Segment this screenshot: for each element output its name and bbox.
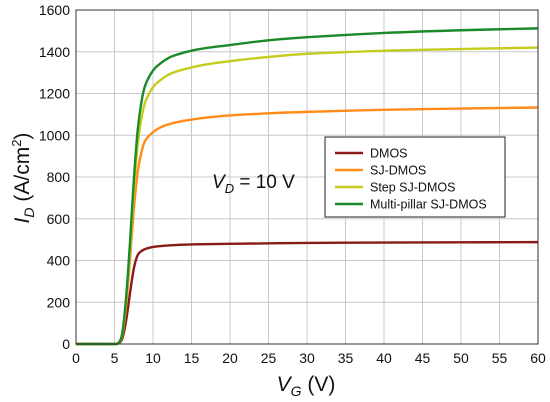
legend-label-2: Step SJ-DMOS <box>370 181 455 195</box>
legend-label-3: Multi-pillar SJ-DMOS <box>370 198 487 212</box>
y-tick-label: 0 <box>62 336 70 352</box>
y-tick-label: 200 <box>47 294 71 310</box>
y-tick-label: 1200 <box>39 86 70 102</box>
legend-label-1: SJ-DMOS <box>370 164 426 178</box>
legend: DMOS SJ-DMOS Step SJ-DMOS Multi-pillar SJ-D… <box>324 136 506 218</box>
y-tick-label: 600 <box>47 211 71 227</box>
x-tick-label: 0 <box>72 350 80 366</box>
x-axis-title: VG (V) <box>277 373 336 399</box>
x-tick-label: 20 <box>222 350 238 366</box>
x-tick-label: 55 <box>492 350 508 366</box>
x-tick-label: 15 <box>184 350 200 366</box>
y-tick-label: 1400 <box>39 44 70 60</box>
x-tick-label: 35 <box>338 350 354 366</box>
y-axis-title: ID (A/cm2) <box>9 133 37 224</box>
y-tick-label: 1600 <box>39 2 70 18</box>
plot-frame <box>75 9 539 345</box>
series-line-3 <box>75 27 539 346</box>
x-tick-label: 40 <box>376 350 392 366</box>
y-tick-label: 800 <box>47 169 71 185</box>
x-tick-labels: 0 5 10 15 20 25 30 35 40 45 50 55 60 <box>72 350 546 366</box>
y-tick-label: 400 <box>47 253 71 269</box>
x-tick-label: 5 <box>111 350 119 366</box>
legend-label-0: DMOS <box>370 147 408 161</box>
series-lines <box>75 27 539 346</box>
y-tick-label: 1000 <box>39 127 70 143</box>
annotation-vd: VD = 10 V <box>212 172 295 196</box>
x-tick-label: 45 <box>415 350 431 366</box>
x-tick-label: 30 <box>299 350 315 366</box>
y-tick-labels: 0 200 400 600 800 1000 1200 1400 1600 <box>39 2 70 352</box>
x-tick-label: 60 <box>530 350 546 366</box>
x-tick-label: 10 <box>145 350 161 366</box>
x-tick-label: 50 <box>453 350 469 366</box>
x-tick-label: 25 <box>261 350 277 366</box>
